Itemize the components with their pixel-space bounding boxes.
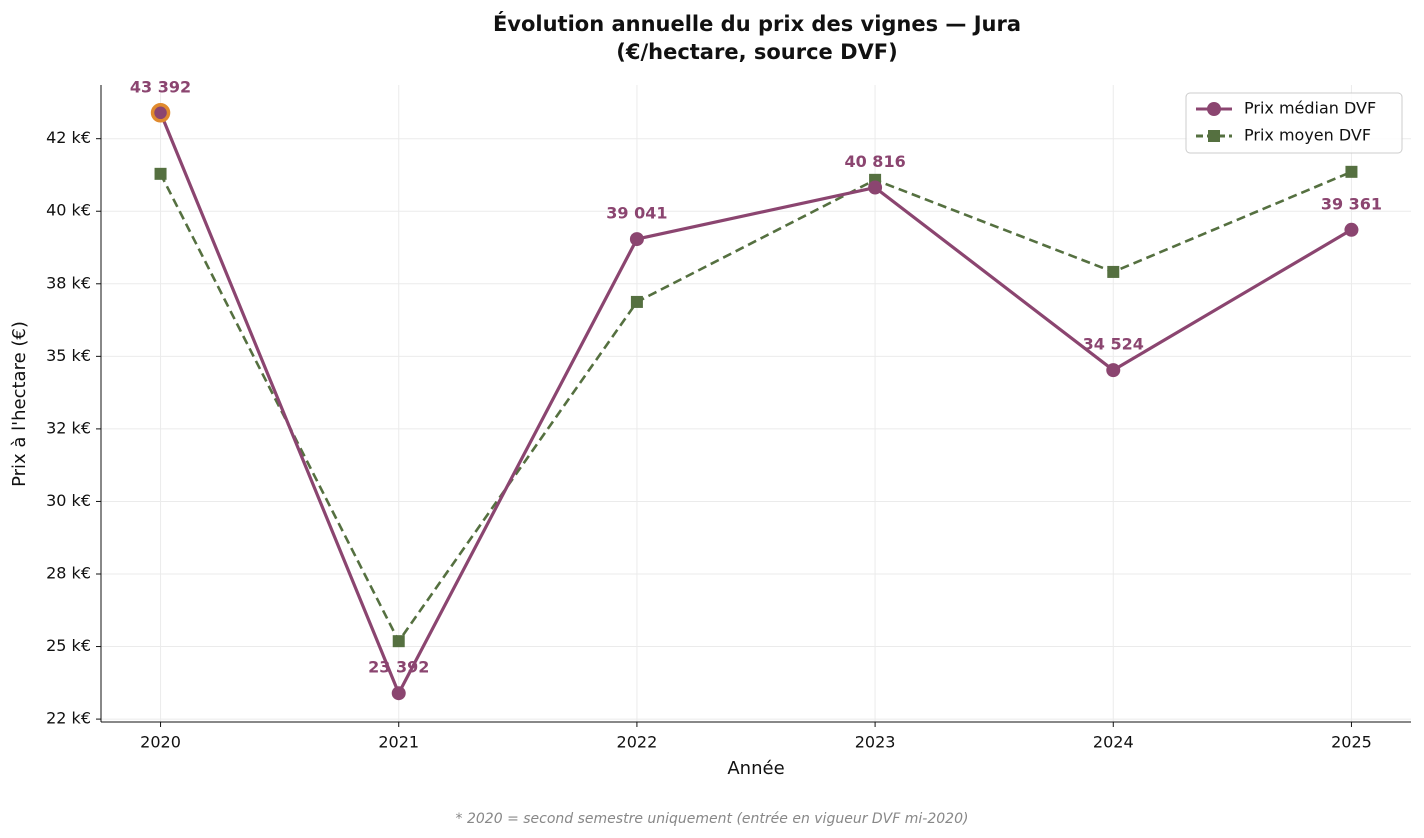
data-point <box>150 103 171 123</box>
legend-marker <box>1208 130 1220 142</box>
y-axis-label: Prix à l'hectare (€) <box>9 321 30 487</box>
data-point <box>1106 363 1121 378</box>
x-tick-label: 2020 <box>140 733 181 752</box>
x-tick-label: 2025 <box>1331 733 1372 752</box>
data-point <box>1345 165 1358 178</box>
x-tick-label: 2023 <box>855 733 896 752</box>
data-label: 43 392 <box>130 77 191 96</box>
legend-marker <box>1207 102 1221 116</box>
y-tick-label: 40 k€ <box>46 201 91 220</box>
y-tick-label: 35 k€ <box>46 346 91 365</box>
y-tick-label: 28 k€ <box>46 563 91 582</box>
data-point <box>630 295 643 308</box>
data-point <box>1344 222 1359 237</box>
y-tick-label: 42 k€ <box>46 128 91 147</box>
y-tick-label: 30 k€ <box>46 491 91 510</box>
data-point <box>868 180 883 195</box>
data-point <box>392 635 405 648</box>
footnote: * 2020 = second semestre uniquement (ent… <box>456 811 969 827</box>
y-tick-label: 25 k€ <box>46 636 91 655</box>
x-tick-label: 2022 <box>617 733 658 752</box>
chart-title: (€/hectare, source DVF) <box>616 40 897 64</box>
legend-label: Prix médian DVF <box>1244 99 1376 118</box>
chart-title: Évolution annuelle du prix des vignes — … <box>493 11 1021 36</box>
legend-box <box>1185 92 1403 154</box>
legend-label: Prix moyen DVF <box>1244 126 1371 145</box>
y-tick-label: 32 k€ <box>46 418 91 437</box>
x-axis-label: Année <box>727 758 784 779</box>
data-label: 39 361 <box>1321 194 1382 213</box>
data-point <box>1107 265 1120 278</box>
y-tick-label: 38 k€ <box>46 273 91 292</box>
y-tick-label: 22 k€ <box>46 709 91 728</box>
data-point <box>154 167 167 180</box>
data-label: 39 041 <box>606 204 667 223</box>
x-tick-label: 2021 <box>378 733 419 752</box>
x-tick-label: 2024 <box>1093 733 1134 752</box>
data-point <box>391 686 406 701</box>
series-line <box>159 112 1353 697</box>
series-line <box>159 170 1352 644</box>
data-label: 40 816 <box>844 152 905 171</box>
data-label: 23 392 <box>368 658 429 677</box>
data-label: 34 524 <box>1083 335 1144 354</box>
data-point <box>629 232 644 247</box>
